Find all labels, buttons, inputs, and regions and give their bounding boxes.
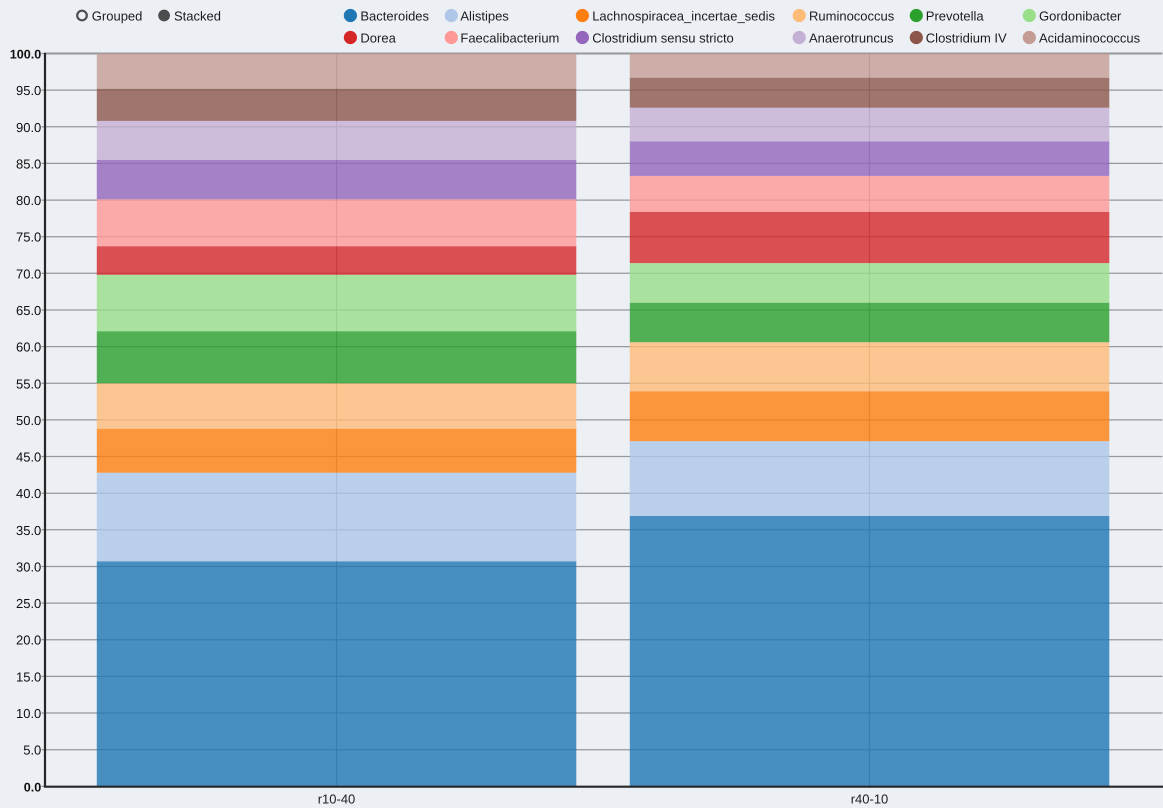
svg-text:35.0: 35.0 [16,523,41,538]
svg-text:30.0: 30.0 [16,560,41,575]
svg-text:Lachnospiracea_incertae_sedis: Lachnospiracea_incertae_sedis [592,8,775,23]
svg-text:10.0: 10.0 [16,706,41,721]
svg-text:65.0: 65.0 [16,303,41,318]
svg-text:Anaerotruncus: Anaerotruncus [809,30,894,45]
svg-text:50.0: 50.0 [16,413,41,428]
svg-text:70.0: 70.0 [16,266,41,281]
svg-text:95.0: 95.0 [16,83,41,98]
svg-text:Clostridium IV: Clostridium IV [926,30,1007,45]
svg-text:40.0: 40.0 [16,486,41,501]
svg-text:75.0: 75.0 [16,230,41,245]
svg-text:55.0: 55.0 [16,376,41,391]
svg-text:45.0: 45.0 [16,450,41,465]
svg-text:Ruminococcus: Ruminococcus [809,8,895,23]
svg-text:r10-40: r10-40 [318,791,356,806]
svg-text:0.0: 0.0 [24,780,42,794]
svg-text:Faecalibacterium: Faecalibacterium [460,30,559,45]
svg-text:Grouped: Grouped [92,8,143,23]
svg-text:90.0: 90.0 [16,120,41,135]
svg-text:100.0: 100.0 [10,48,42,62]
svg-text:5.0: 5.0 [23,743,41,758]
svg-text:Clostridium sensu stricto: Clostridium sensu stricto [592,30,734,45]
svg-text:Dorea: Dorea [360,30,396,45]
svg-text:Stacked: Stacked [174,8,221,23]
svg-text:15.0: 15.0 [16,669,41,684]
svg-text:80.0: 80.0 [16,193,41,208]
svg-text:20.0: 20.0 [16,633,41,648]
svg-text:Gordonibacter: Gordonibacter [1039,8,1122,23]
svg-text:Bacteroides: Bacteroides [360,8,429,23]
svg-text:r40-10: r40-10 [851,791,889,806]
svg-text:60.0: 60.0 [16,340,41,355]
svg-text:85.0: 85.0 [16,156,41,171]
svg-text:Prevotella: Prevotella [926,8,985,23]
svg-text:25.0: 25.0 [16,596,41,611]
svg-text:Acidaminococcus: Acidaminococcus [1039,30,1141,45]
svg-text:Alistipes: Alistipes [460,8,509,23]
